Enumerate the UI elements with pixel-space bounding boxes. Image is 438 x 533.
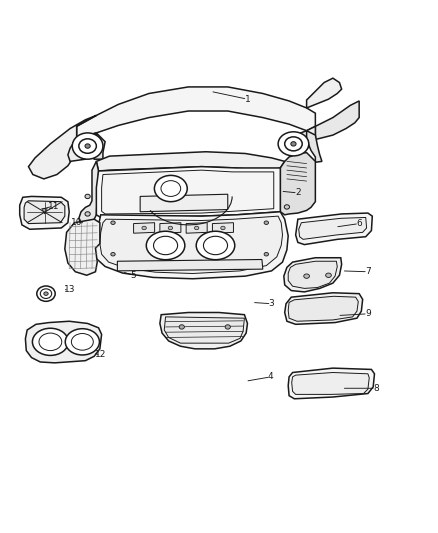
- Polygon shape: [94, 133, 105, 159]
- Ellipse shape: [264, 221, 268, 224]
- Polygon shape: [284, 258, 342, 292]
- Ellipse shape: [278, 132, 309, 156]
- Polygon shape: [20, 197, 69, 229]
- Ellipse shape: [326, 273, 331, 278]
- Polygon shape: [186, 223, 207, 233]
- Polygon shape: [288, 368, 374, 399]
- Ellipse shape: [85, 194, 90, 199]
- Polygon shape: [68, 133, 96, 161]
- Polygon shape: [96, 167, 280, 217]
- Text: 2: 2: [295, 189, 300, 197]
- Text: 9: 9: [365, 309, 371, 318]
- Polygon shape: [77, 87, 315, 138]
- Text: 10: 10: [71, 218, 82, 227]
- Ellipse shape: [161, 181, 180, 197]
- Ellipse shape: [111, 221, 115, 224]
- Ellipse shape: [225, 325, 230, 329]
- Ellipse shape: [39, 333, 62, 351]
- Polygon shape: [24, 201, 65, 223]
- Polygon shape: [164, 317, 244, 343]
- Polygon shape: [117, 260, 263, 271]
- Ellipse shape: [194, 226, 199, 230]
- Polygon shape: [25, 321, 102, 363]
- Text: 12: 12: [95, 351, 106, 359]
- Ellipse shape: [221, 226, 225, 230]
- Ellipse shape: [146, 231, 185, 260]
- Ellipse shape: [153, 236, 177, 255]
- Text: 1: 1: [244, 95, 251, 104]
- Ellipse shape: [111, 253, 115, 256]
- Text: 13: 13: [64, 285, 75, 294]
- Polygon shape: [285, 293, 363, 324]
- Ellipse shape: [291, 142, 296, 146]
- Text: 11: 11: [48, 201, 59, 211]
- Polygon shape: [212, 223, 233, 233]
- Ellipse shape: [196, 231, 235, 260]
- Ellipse shape: [285, 137, 302, 151]
- Ellipse shape: [44, 292, 48, 295]
- Polygon shape: [102, 170, 274, 214]
- Ellipse shape: [65, 329, 99, 355]
- Ellipse shape: [37, 286, 55, 301]
- Ellipse shape: [284, 205, 290, 209]
- Polygon shape: [288, 296, 358, 321]
- Ellipse shape: [40, 289, 52, 298]
- Text: 3: 3: [268, 299, 275, 308]
- Polygon shape: [140, 194, 228, 212]
- Ellipse shape: [203, 236, 228, 255]
- Ellipse shape: [71, 334, 93, 350]
- Polygon shape: [160, 223, 181, 233]
- Polygon shape: [100, 216, 283, 273]
- Ellipse shape: [179, 325, 184, 329]
- Polygon shape: [65, 219, 100, 275]
- Polygon shape: [79, 161, 99, 225]
- Ellipse shape: [154, 175, 187, 201]
- Polygon shape: [42, 209, 47, 214]
- Polygon shape: [307, 78, 342, 108]
- Polygon shape: [292, 373, 369, 394]
- Polygon shape: [288, 261, 337, 288]
- Ellipse shape: [142, 226, 146, 230]
- Polygon shape: [134, 223, 155, 233]
- Polygon shape: [299, 217, 367, 239]
- Polygon shape: [28, 115, 96, 179]
- Text: 6: 6: [356, 219, 362, 228]
- Ellipse shape: [79, 139, 96, 154]
- Text: 5: 5: [131, 271, 137, 280]
- Polygon shape: [160, 312, 247, 349]
- Text: 7: 7: [365, 267, 371, 276]
- Ellipse shape: [85, 144, 90, 148]
- Polygon shape: [94, 212, 288, 279]
- Ellipse shape: [304, 274, 309, 278]
- Text: 8: 8: [373, 384, 379, 393]
- Text: 4: 4: [268, 373, 273, 382]
- Ellipse shape: [85, 212, 90, 216]
- Polygon shape: [280, 152, 315, 215]
- Polygon shape: [296, 213, 372, 245]
- Ellipse shape: [72, 133, 103, 159]
- Ellipse shape: [264, 253, 268, 256]
- Ellipse shape: [32, 328, 68, 356]
- Polygon shape: [96, 152, 285, 171]
- Polygon shape: [315, 101, 359, 140]
- Polygon shape: [280, 126, 315, 152]
- Ellipse shape: [168, 226, 173, 230]
- Polygon shape: [307, 131, 322, 162]
